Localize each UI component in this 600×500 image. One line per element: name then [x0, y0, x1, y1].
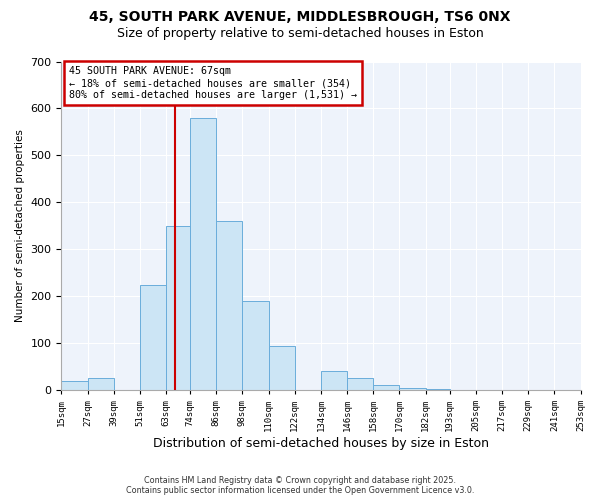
Bar: [425, 389, 449, 390]
Bar: [140, 284, 166, 390]
Bar: [373, 386, 400, 390]
Bar: [88, 378, 114, 390]
Bar: [269, 346, 295, 390]
Text: Size of property relative to semi-detached houses in Eston: Size of property relative to semi-detach…: [116, 28, 484, 40]
Bar: [321, 372, 347, 390]
Bar: [347, 378, 373, 390]
Bar: [190, 118, 216, 390]
Bar: [61, 381, 88, 390]
Bar: [242, 301, 269, 390]
X-axis label: Distribution of semi-detached houses by size in Eston: Distribution of semi-detached houses by …: [153, 437, 489, 450]
Text: Contains HM Land Registry data © Crown copyright and database right 2025.
Contai: Contains HM Land Registry data © Crown c…: [126, 476, 474, 495]
Bar: [400, 388, 425, 390]
Bar: [166, 226, 190, 390]
Text: 45 SOUTH PARK AVENUE: 67sqm
← 18% of semi-detached houses are smaller (354)
80% : 45 SOUTH PARK AVENUE: 67sqm ← 18% of sem…: [69, 66, 357, 100]
Y-axis label: Number of semi-detached properties: Number of semi-detached properties: [15, 130, 25, 322]
Text: 45, SOUTH PARK AVENUE, MIDDLESBROUGH, TS6 0NX: 45, SOUTH PARK AVENUE, MIDDLESBROUGH, TS…: [89, 10, 511, 24]
Bar: [216, 221, 242, 390]
